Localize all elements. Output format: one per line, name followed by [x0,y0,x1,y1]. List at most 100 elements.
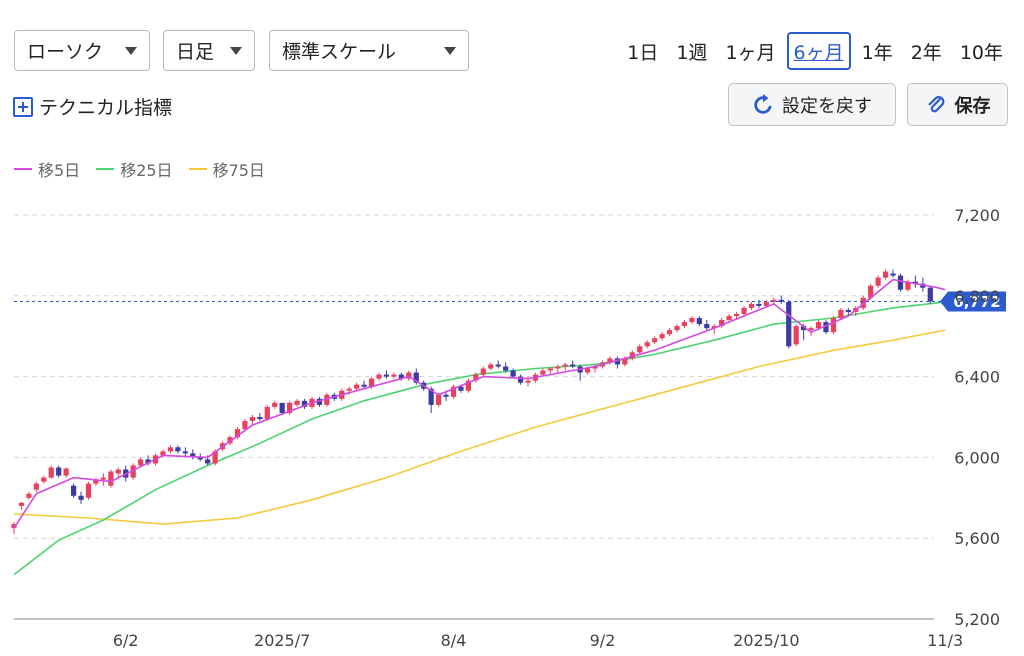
last-price-marker: 6,772 [14,291,1006,312]
candle-body [391,374,397,377]
candle-body [629,352,635,359]
ma75-series [13,329,946,525]
candle-body [674,326,680,331]
candle-body [33,483,39,490]
legend-ma5[interactable]: 移5日 [14,157,80,181]
range-1w[interactable]: 1週 [676,42,708,64]
save-button[interactable]: 保存 [907,83,1008,126]
chart-type-value: ローソク [27,41,104,63]
legend-ma25-swatch [96,168,115,170]
candle-body [205,459,211,464]
candle-body [443,394,449,397]
candle-body [294,400,300,405]
candle-body [622,358,628,365]
chart-type-select[interactable]: ローソク [14,30,150,71]
y-tick-label: 6,800 [954,287,1000,306]
candle-body [488,364,494,369]
candle-body [138,459,144,466]
period-value: 日足 [176,41,215,63]
chevron-down-icon [230,46,242,55]
range-2y[interactable]: 2年 [910,42,942,64]
candle-body [406,372,412,379]
legend-ma25[interactable]: 移25日 [96,157,173,181]
candle-body [480,368,486,375]
candle-body [160,451,166,456]
candle-body [897,275,904,290]
candle-body [607,358,613,363]
ma25-series [13,301,946,576]
candlestick-chart[interactable]: 6,772 7,200 6,800 6,400 6,000 5,600 5,200 6/2… [0,190,1024,656]
candle-body [756,303,762,306]
legend-ma5-label: 移5日 [38,161,81,180]
candle-body [70,485,77,496]
legend-ma75[interactable]: 移75日 [188,157,265,181]
candle-body [786,301,792,347]
candle-body [808,328,814,331]
period-select[interactable]: 日足 [163,30,255,71]
x-tick-label: 8/4 [441,631,467,650]
candle-body [108,471,114,486]
candle-body [287,402,293,413]
candle-body [473,374,479,381]
candle-body [815,322,822,329]
candle-body [890,273,896,276]
legend-ma75-swatch [188,168,207,170]
candle-body [316,398,323,405]
candle-body [145,459,151,464]
candle-body [346,388,352,391]
candle-body [257,417,263,420]
candle-body [301,400,308,407]
scale-select[interactable]: 標準スケール [269,30,469,71]
candle-body [838,309,844,319]
candle-body [100,477,106,480]
candle-body [830,318,837,333]
candle-body [555,366,561,369]
range-1y[interactable]: 1年 [861,42,893,64]
candle-body [376,374,382,379]
candle-body [197,457,203,460]
grid-lines [14,214,934,620]
candle-body [354,384,360,389]
reset-settings-label: 設定を戻す [782,95,872,117]
legend-ma5-swatch [14,168,32,170]
candle-body [637,346,643,353]
candle-body [659,334,665,339]
candle-body [763,301,769,306]
y-tick-label: 6,000 [954,448,1000,467]
candle-body [547,368,553,371]
technical-indicator-label: テクニカル指標 [39,97,173,119]
candle-body [719,320,725,327]
candle-body [458,386,464,391]
candle-body [570,364,576,367]
candle-body [115,469,121,474]
candle-series [11,269,933,535]
candle-body [428,388,434,405]
y-tick-label: 7,200 [954,206,1000,225]
candle-body [540,370,546,375]
ma25-line [13,301,946,576]
candle-body [823,322,829,333]
candle-body [905,281,911,290]
candle-body [383,374,390,377]
candle-body [644,342,650,347]
candle-body [845,309,851,312]
candle-body [666,330,673,335]
candle-body [242,421,248,430]
y-tick-label: 5,200 [954,610,1000,629]
range-1m[interactable]: 1ヶ月 [725,42,776,64]
chevron-down-icon [125,46,137,55]
technical-indicator-button[interactable]: テクニカル指標 [13,93,172,120]
candle-body [26,493,32,498]
candle-body [368,378,375,387]
candle-body [517,376,524,383]
candle-body [465,380,472,391]
range-selector: 1日 1週 1ヶ月 6ヶ月 1年 2年 10年 [616,32,1010,70]
candle-body [167,447,174,452]
range-6m[interactable]: 6ヶ月 [786,32,851,70]
scale-value: 標準スケール [282,41,397,63]
candle-body [495,364,501,367]
range-10y[interactable]: 10年 [959,42,1003,64]
refresh-icon [754,93,772,114]
reset-settings-button[interactable]: 設定を戻す [728,83,896,126]
range-1d[interactable]: 1日 [627,42,659,64]
